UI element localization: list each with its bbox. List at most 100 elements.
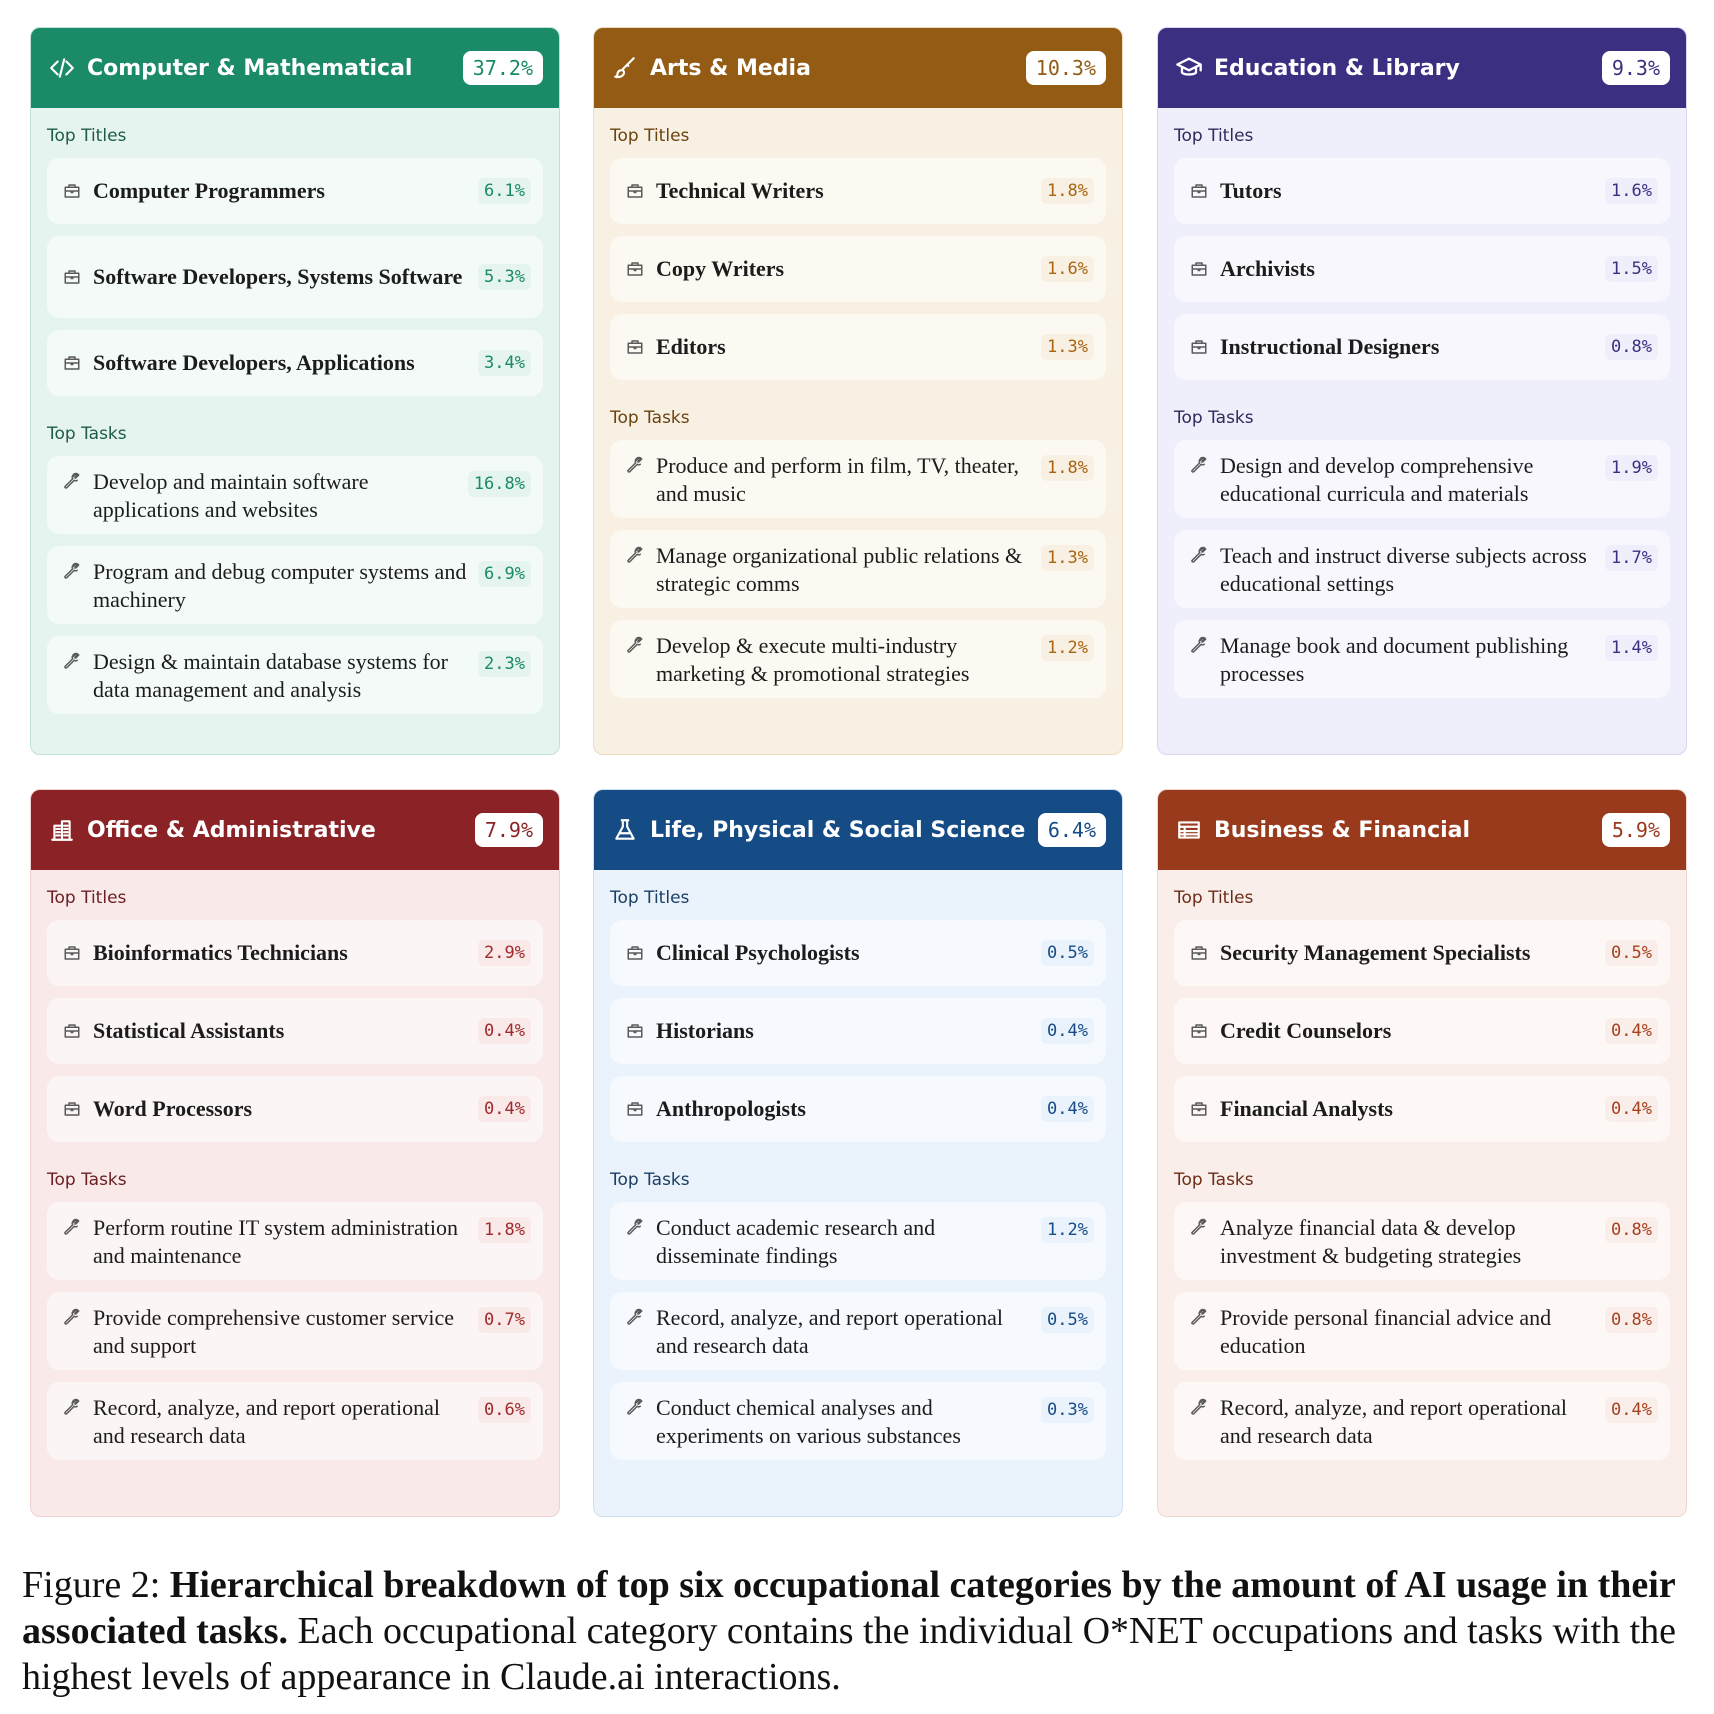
graduation-cap-icon bbox=[1174, 53, 1204, 83]
title-row: Archivists 1.5% bbox=[1174, 236, 1670, 302]
title-row: Historians 0.4% bbox=[610, 998, 1106, 1064]
task-description: Perform routine IT system administration… bbox=[93, 1215, 458, 1268]
task-description: Teach and instruct diverse subjects acro… bbox=[1220, 543, 1587, 596]
percent-badge: 16.8% bbox=[467, 471, 531, 497]
percent-badge: 1.7% bbox=[1605, 545, 1658, 571]
wrench-icon bbox=[1190, 636, 1208, 654]
percent-badge: 0.8% bbox=[1605, 1217, 1658, 1243]
briefcase-icon bbox=[626, 338, 644, 356]
briefcase-icon bbox=[63, 182, 81, 200]
task-description: Record, analyze, and report operational … bbox=[93, 1395, 440, 1448]
occupation-title: Credit Counselors bbox=[1220, 1018, 1392, 1043]
category-card: Arts & Media 10.3% Top Titles Technical Wri… bbox=[593, 27, 1123, 755]
wrench-icon bbox=[626, 1398, 644, 1416]
occupation-title: Historians bbox=[656, 1018, 754, 1043]
figure-caption: Figure 2: Hierarchical breakdown of top … bbox=[22, 1562, 1702, 1700]
wrench-icon bbox=[626, 1218, 644, 1236]
percent-badge: 0.3% bbox=[1041, 1397, 1094, 1423]
wrench-icon bbox=[626, 1308, 644, 1326]
category-card: Life, Physical & Social Science 6.4% Top T… bbox=[593, 789, 1123, 1517]
briefcase-icon bbox=[626, 1022, 644, 1040]
task-description: Develop and maintain software applicatio… bbox=[93, 469, 369, 522]
card-header: Education & Library 9.3% bbox=[1158, 28, 1686, 108]
title-row: Statistical Assistants 0.4% bbox=[47, 998, 543, 1064]
title-row: Credit Counselors 0.4% bbox=[1174, 998, 1670, 1064]
task-row: Design & maintain database systems for d… bbox=[47, 636, 543, 714]
title-row: Software Developers, Systems Software 5.3… bbox=[47, 236, 543, 318]
top-titles-label: Top Titles bbox=[47, 888, 127, 908]
task-row: Record, analyze, and report operational … bbox=[610, 1292, 1106, 1370]
wrench-icon bbox=[626, 636, 644, 654]
task-row: Develop and maintain software applicatio… bbox=[47, 456, 543, 534]
card-body: Top Titles Clinical Psychologists 0.5% Hist… bbox=[594, 870, 1122, 1460]
task-description: Develop & execute multi-industry marketi… bbox=[656, 633, 970, 686]
occupation-title: Word Processors bbox=[93, 1096, 253, 1121]
briefcase-icon bbox=[1190, 182, 1208, 200]
wrench-icon bbox=[1190, 456, 1208, 474]
briefcase-icon bbox=[1190, 338, 1208, 356]
percent-badge: 0.6% bbox=[478, 1397, 531, 1423]
ledger-icon bbox=[1174, 815, 1204, 845]
task-description: Design and develop comprehensive educati… bbox=[1220, 453, 1534, 506]
occupation-title: Anthropologists bbox=[656, 1096, 806, 1121]
occupation-title: Security Management Specialists bbox=[1220, 940, 1531, 965]
percent-badge: 0.4% bbox=[1605, 1096, 1658, 1122]
occupation-title: Statistical Assistants bbox=[93, 1018, 285, 1043]
task-row: Design and develop comprehensive educati… bbox=[1174, 440, 1670, 518]
wrench-icon bbox=[626, 546, 644, 564]
task-description: Record, analyze, and report operational … bbox=[1220, 1395, 1567, 1448]
title-row: Instructional Designers 0.8% bbox=[1174, 314, 1670, 380]
title-row: Software Developers, Applications 3.4% bbox=[47, 330, 543, 396]
title-row: Financial Analysts 0.4% bbox=[1174, 1076, 1670, 1142]
occupation-title: Computer Programmers bbox=[93, 178, 325, 203]
wrench-icon bbox=[63, 472, 81, 490]
wrench-icon bbox=[1190, 1398, 1208, 1416]
title-row: Copy Writers 1.6% bbox=[610, 236, 1106, 302]
wrench-icon bbox=[63, 652, 81, 670]
briefcase-icon bbox=[626, 260, 644, 278]
occupation-title: Clinical Psychologists bbox=[656, 940, 860, 965]
briefcase-icon bbox=[1190, 944, 1208, 962]
wrench-icon bbox=[626, 456, 644, 474]
task-row: Produce and perform in film, TV, theater… bbox=[610, 440, 1106, 518]
top-tasks-label: Top Tasks bbox=[47, 1170, 127, 1190]
occupation-title: Instructional Designers bbox=[1220, 334, 1440, 359]
title-row: Computer Programmers 6.1% bbox=[47, 158, 543, 224]
top-titles-label: Top Titles bbox=[610, 126, 690, 146]
category-title: Education & Library bbox=[1214, 55, 1460, 81]
occupation-title: Archivists bbox=[1220, 256, 1315, 281]
task-description: Provide personal financial advice and ed… bbox=[1220, 1305, 1552, 1358]
top-tasks-label: Top Tasks bbox=[47, 424, 127, 444]
task-description: Conduct chemical analyses and experiment… bbox=[656, 1395, 961, 1448]
briefcase-icon bbox=[63, 944, 81, 962]
percent-badge: 6.1% bbox=[478, 178, 531, 204]
title-row: Anthropologists 0.4% bbox=[610, 1076, 1106, 1142]
percent-badge: 0.4% bbox=[478, 1018, 531, 1044]
card-header: Office & Administrative 7.9% bbox=[31, 790, 559, 870]
task-row: Program and debug computer systems and m… bbox=[47, 546, 543, 624]
wrench-icon bbox=[1190, 546, 1208, 564]
top-tasks-label: Top Tasks bbox=[1174, 408, 1254, 428]
title-row: Bioinformatics Technicians 2.9% bbox=[47, 920, 543, 986]
card-header: Arts & Media 10.3% bbox=[594, 28, 1122, 108]
percent-badge: 1.9% bbox=[1605, 455, 1658, 481]
percent-badge: 2.9% bbox=[478, 940, 531, 966]
title-row: Technical Writers 1.8% bbox=[610, 158, 1106, 224]
wrench-icon bbox=[63, 562, 81, 580]
caption-prefix: Figure 2: bbox=[22, 1564, 170, 1606]
task-row: Provide comprehensive customer service a… bbox=[47, 1292, 543, 1370]
percent-badge: 0.4% bbox=[1041, 1018, 1094, 1044]
briefcase-icon bbox=[626, 1100, 644, 1118]
briefcase-icon bbox=[1190, 260, 1208, 278]
percent-badge: 3.4% bbox=[478, 350, 531, 376]
percent-badge: 0.8% bbox=[1605, 1307, 1658, 1333]
top-tasks-label: Top Tasks bbox=[610, 1170, 690, 1190]
task-row: Record, analyze, and report operational … bbox=[47, 1382, 543, 1460]
task-description: Manage organizational public relations &… bbox=[656, 543, 1023, 596]
wrench-icon bbox=[1190, 1218, 1208, 1236]
occupation-title: Technical Writers bbox=[656, 178, 824, 203]
category-card: Computer & Mathematical 37.2% Top Titles Co… bbox=[30, 27, 560, 755]
card-header: Business & Financial 5.9% bbox=[1158, 790, 1686, 870]
wrench-icon bbox=[63, 1218, 81, 1236]
percent-badge: 1.5% bbox=[1605, 256, 1658, 282]
